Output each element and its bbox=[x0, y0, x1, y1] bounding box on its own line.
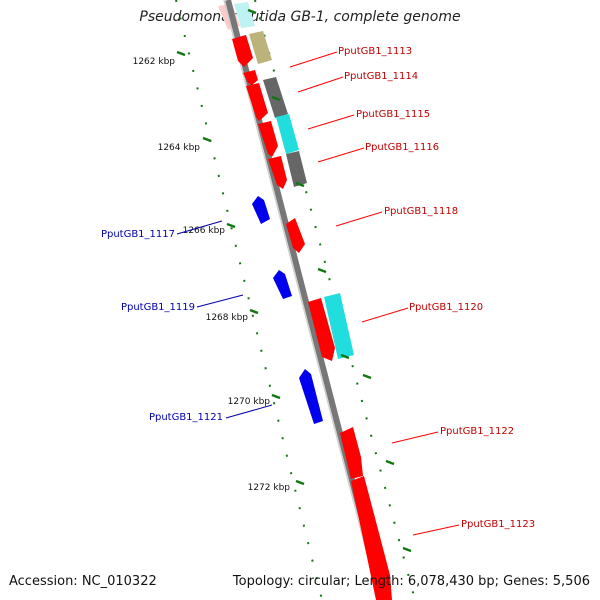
scale-label: 1262 kbp bbox=[133, 57, 176, 67]
cds-PputGB1_1118[interactable] bbox=[286, 218, 305, 253]
feature-cyan-2 bbox=[324, 293, 354, 359]
accession-text: Accession: NC_010322 bbox=[9, 574, 157, 589]
scale-tick bbox=[340, 353, 350, 360]
scale-tick bbox=[176, 50, 186, 57]
cds-PputGB1_1123[interactable] bbox=[351, 476, 392, 600]
gene-label[interactable]: PputGB1_1123 bbox=[461, 519, 535, 530]
scale-label: 1272 kbp bbox=[248, 483, 291, 493]
scale-tick bbox=[271, 95, 281, 102]
gene-label[interactable]: PputGB1_1121 bbox=[149, 412, 223, 423]
gene-label[interactable]: PputGB1_1113 bbox=[338, 46, 412, 57]
cds-PputGB1_1113[interactable] bbox=[232, 35, 253, 67]
scale-label: 1266 kbp bbox=[183, 226, 226, 236]
scale-tick bbox=[249, 308, 259, 315]
feature-cyan-1 bbox=[276, 114, 299, 154]
feature-gray-2 bbox=[286, 151, 307, 187]
backbone-highlight bbox=[223, 0, 380, 600]
gene-label[interactable]: PputGB1_1114 bbox=[344, 71, 418, 82]
label-leaders-forward bbox=[289, 51, 460, 536]
topology-text: Topology: circular; Length: 6,078,430 bp… bbox=[232, 574, 590, 589]
cds-PputGB1_1116[interactable] bbox=[258, 121, 278, 157]
cds-PputGB1_1120[interactable] bbox=[308, 298, 335, 361]
scale-label: 1270 kbp bbox=[228, 397, 271, 407]
scale-tick bbox=[385, 459, 395, 466]
cds-PputGB1_1121[interactable] bbox=[299, 369, 323, 424]
cds-PputGB1_1122[interactable] bbox=[340, 427, 363, 479]
gene-label[interactable]: PputGB1_1119 bbox=[121, 302, 195, 313]
gene-label[interactable]: PputGB1_1122 bbox=[440, 426, 514, 437]
gene-label[interactable]: PputGB1_1118 bbox=[384, 206, 458, 217]
gene-label[interactable]: PputGB1_1116 bbox=[365, 142, 439, 153]
cds-PputGB1_1115[interactable] bbox=[246, 83, 268, 121]
scale-tick bbox=[202, 136, 212, 143]
label-leaders-reverse bbox=[176, 220, 273, 419]
gene-label[interactable]: PputGB1_1117 bbox=[101, 229, 175, 240]
gene-label[interactable]: PputGB1_1120 bbox=[409, 302, 483, 313]
feature-olive bbox=[249, 31, 272, 64]
scale-tick bbox=[295, 479, 305, 486]
scale-tick bbox=[295, 181, 305, 188]
scale-tick bbox=[226, 222, 236, 229]
map-title: Pseudomonas putida GB-1, complete genome bbox=[139, 9, 461, 25]
cds-PputGB1_1117[interactable] bbox=[252, 196, 270, 224]
scale-tick bbox=[247, 8, 257, 15]
gene-label[interactable]: PputGB1_1115 bbox=[356, 109, 430, 120]
scale-label: 1268 kbp bbox=[206, 313, 249, 323]
scale-label: 1264 kbp bbox=[158, 143, 201, 153]
cds-PputGB1_1114[interactable] bbox=[243, 70, 258, 85]
scale-tick bbox=[317, 267, 327, 274]
scale-tick bbox=[362, 373, 372, 380]
scale-ticks bbox=[176, 8, 412, 553]
cds-PputGB1_1119[interactable] bbox=[273, 270, 292, 299]
scale-tick bbox=[271, 393, 281, 400]
cds-PputGB1_1116b[interactable] bbox=[268, 156, 287, 189]
faded-feature-cyan bbox=[234, 2, 255, 28]
scale-tick bbox=[402, 546, 412, 553]
